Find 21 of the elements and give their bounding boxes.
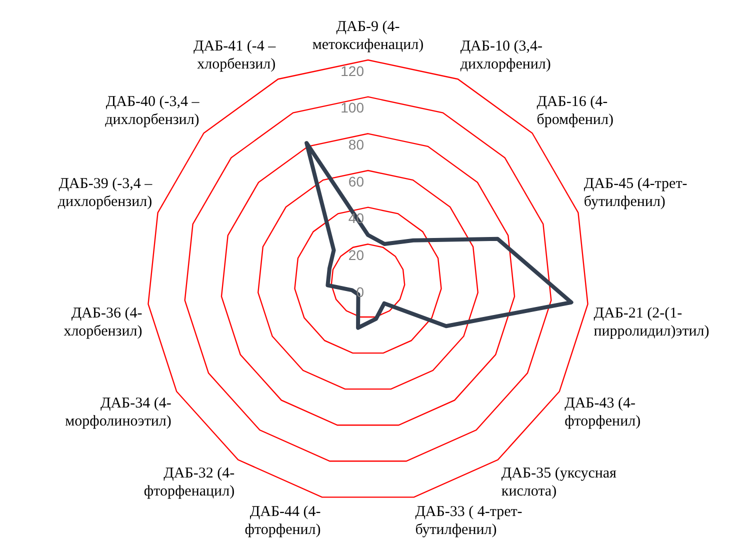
spoke-label: ДАБ-21 (2-(1-пирролидил)этил) (594, 306, 710, 340)
y-tick-label: 20 (348, 247, 364, 264)
spoke-label: ДАБ-36 (4-хлорбензил) (64, 306, 142, 340)
spoke-label: ДАБ-16 (4-бромфенил) (536, 94, 614, 128)
spoke-label: ДАБ-35 (уксусная кислота) (501, 466, 617, 500)
spoke-label: ДАБ-10 (3,4-дихлорфенил) (460, 38, 551, 73)
spoke-label: ДАБ-44 (4-фторфенил) (244, 504, 321, 538)
spoke-label: ДАБ-43 (4-фторфенил) (564, 395, 641, 430)
y-tick-label: 120 (340, 62, 364, 79)
y-tick-label: 0 (356, 284, 364, 300)
y-tick-label: 60 (348, 173, 364, 190)
y-tick-label: 80 (348, 136, 364, 153)
spoke-label: ДАБ-33 ( 4-трет-бутилфенил) (415, 504, 522, 538)
y-tick-label: 100 (340, 100, 364, 116)
spoke-label: ДАБ-32 (4-фторфенацил) (144, 466, 235, 500)
spoke-label: ДАБ-40 (-3,4 – дихлорбензил) (105, 94, 200, 128)
spoke-label: ДАБ-9 (4-метоксифенацил) (312, 18, 424, 53)
spoke-label: ДАБ-45 (4-трет-бутилфенил) (584, 176, 688, 210)
spoke-label: ДАБ-34 (4-морфолиноэтил) (65, 395, 172, 430)
spoke-label: ДАБ-39 (-3,4 – дихлорбензил) (58, 176, 153, 210)
spoke-label: ДАБ-41 (-4 – хлорбензил) (194, 38, 276, 73)
